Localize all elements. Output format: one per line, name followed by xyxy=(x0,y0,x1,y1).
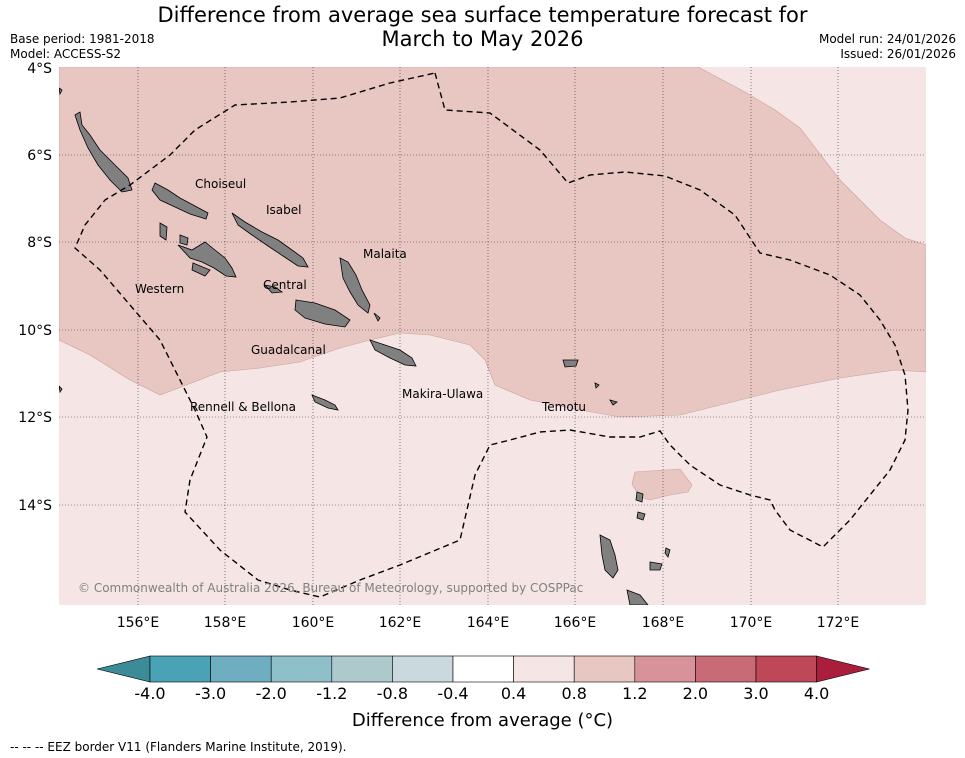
label-rennell-bellona: Rennell & Bellona xyxy=(190,400,296,414)
island-central xyxy=(263,284,284,294)
lat-tick: 8°S xyxy=(27,235,52,251)
base-period: Base period: 1981-2018 xyxy=(10,32,155,46)
island-guadalcanal xyxy=(294,299,351,328)
island-new-georgia xyxy=(177,241,237,278)
region-labels: Choiseul Isabel Malaita Western Central … xyxy=(135,177,586,414)
lon-tick: 158°E xyxy=(204,615,247,631)
lat-tick: 14°S xyxy=(18,498,52,514)
island-vanuatu-6 xyxy=(664,547,671,558)
label-temotu: Temotu xyxy=(541,400,586,414)
island-small-w1 xyxy=(159,222,168,241)
colorbar-tick-label: -2.0 xyxy=(255,684,287,703)
island-makira xyxy=(369,339,417,367)
colorbar-tick-label: 2.0 xyxy=(682,684,709,703)
island-small-w3 xyxy=(191,262,211,277)
lon-tick: 162°E xyxy=(379,615,422,631)
island-west-edge xyxy=(59,87,63,96)
issued-date: Issued: 26/01/2026 xyxy=(840,47,956,61)
lat-tick: 6°S xyxy=(27,148,52,164)
colorbar-extend-low xyxy=(96,655,151,683)
eez-legend-note: -- -- -- EEZ border V11 (Flanders Marine… xyxy=(10,740,347,754)
label-choiseul: Choiseul xyxy=(195,177,246,191)
colorbar-tick-label: 1.2 xyxy=(622,684,648,703)
island-vanuatu-2 xyxy=(649,561,663,571)
lon-tick: 172°E xyxy=(817,615,860,631)
island-rennell xyxy=(311,394,339,411)
colorbar-segment xyxy=(210,655,272,683)
model-name: Model: ACCESS-S2 xyxy=(10,47,122,61)
label-western: Western xyxy=(135,282,184,296)
island-vanuatu-1 xyxy=(599,534,619,579)
label-central: Central xyxy=(263,278,307,292)
copyright-notice: © Commonwealth of Australia 2026, Bureau… xyxy=(78,581,583,595)
colorbar-segment xyxy=(513,655,575,683)
colorbar-title: Difference from average (°C) xyxy=(351,710,614,731)
island-small-w2 xyxy=(179,234,189,246)
lon-tick: 168°E xyxy=(642,615,685,631)
island-vanuatu-4 xyxy=(635,491,644,503)
lat-axis: 4°S 6°S 8°S 10°S 12°S 14°S xyxy=(18,61,52,514)
land-masses xyxy=(59,87,671,605)
island-choiseul xyxy=(151,182,209,220)
title-line-1: Difference from average sea surface temp… xyxy=(157,3,808,27)
colorbar-tick-label: 4.0 xyxy=(803,684,830,703)
colorbar-extend-high xyxy=(816,655,870,683)
lat-tick: 12°S xyxy=(18,410,52,426)
map-title: Difference from average sea surface temp… xyxy=(0,3,965,51)
colorbar-tick-label: 0.4 xyxy=(500,684,527,703)
anomaly-band-0-8-1-2 xyxy=(59,67,926,418)
lat-tick: 10°S xyxy=(18,323,52,339)
colorbar-segment xyxy=(149,655,211,683)
colorbar-segment xyxy=(695,655,757,683)
colorbar-segment xyxy=(331,655,393,683)
island-malaita-small xyxy=(373,312,381,322)
label-malaita: Malaita xyxy=(363,247,407,261)
eez-border xyxy=(74,72,909,598)
colorbar-tick-label: -4.0 xyxy=(134,684,166,703)
map-canvas: © Commonwealth of Australia 2026, Bureau… xyxy=(18,61,926,631)
model-run: Model run: 24/01/2026 xyxy=(818,32,956,46)
colorbar-tick-label: -0.4 xyxy=(437,684,469,703)
island-temotu xyxy=(562,359,579,368)
label-guadalcanal: Guadalcanal xyxy=(251,343,326,357)
island-vanuatu-5 xyxy=(636,511,646,521)
map-gridlines xyxy=(59,67,926,605)
colorbar-segment xyxy=(573,655,636,683)
lon-tick: 166°E xyxy=(554,615,597,631)
lat-tick: 4°S xyxy=(27,61,52,77)
colorbar-tick-label: 3.0 xyxy=(743,684,769,703)
colorbar-tick-label: -3.0 xyxy=(194,684,227,703)
title-line-2: March to May 2026 xyxy=(381,27,584,51)
colorbar-segment xyxy=(452,655,514,683)
meta-left: Base period: 1981-2018 Model: ACCESS-S2 xyxy=(10,32,155,62)
colorbar-segment xyxy=(634,655,696,683)
island-temotu-3 xyxy=(609,399,618,406)
lon-tick: 170°E xyxy=(730,615,773,631)
island-choiseul-west xyxy=(74,111,133,193)
lon-tick: 160°E xyxy=(292,615,335,631)
label-isabel: Isabel xyxy=(266,203,301,217)
lon-tick: 164°E xyxy=(467,615,510,631)
lon-tick: 156°E xyxy=(117,615,160,631)
colorbar-segment xyxy=(392,655,454,683)
island-malaita xyxy=(339,257,371,314)
lon-axis: 156°E 158°E 160°E 162°E 164°E 166°E 168°… xyxy=(117,615,860,631)
label-makira-ulawa: Makira-Ulawa xyxy=(402,387,483,401)
island-west-edge-2 xyxy=(59,385,63,394)
colorbar-segment xyxy=(755,655,817,683)
anomaly-patch-vanuatu xyxy=(631,468,693,501)
island-isabel xyxy=(231,212,309,268)
island-temotu-2 xyxy=(594,382,600,389)
colorbar-tick-label: -1.2 xyxy=(316,684,348,703)
colorbar-tick-label: -0.8 xyxy=(376,684,408,703)
meta-right: Model run: 24/01/2026 Issued: 26/01/2026 xyxy=(819,32,956,62)
colorbar-segment xyxy=(270,655,333,683)
colorbar-tick-label: 0.8 xyxy=(561,684,587,703)
island-vanuatu-3 xyxy=(626,589,649,605)
colorbar xyxy=(96,655,870,683)
